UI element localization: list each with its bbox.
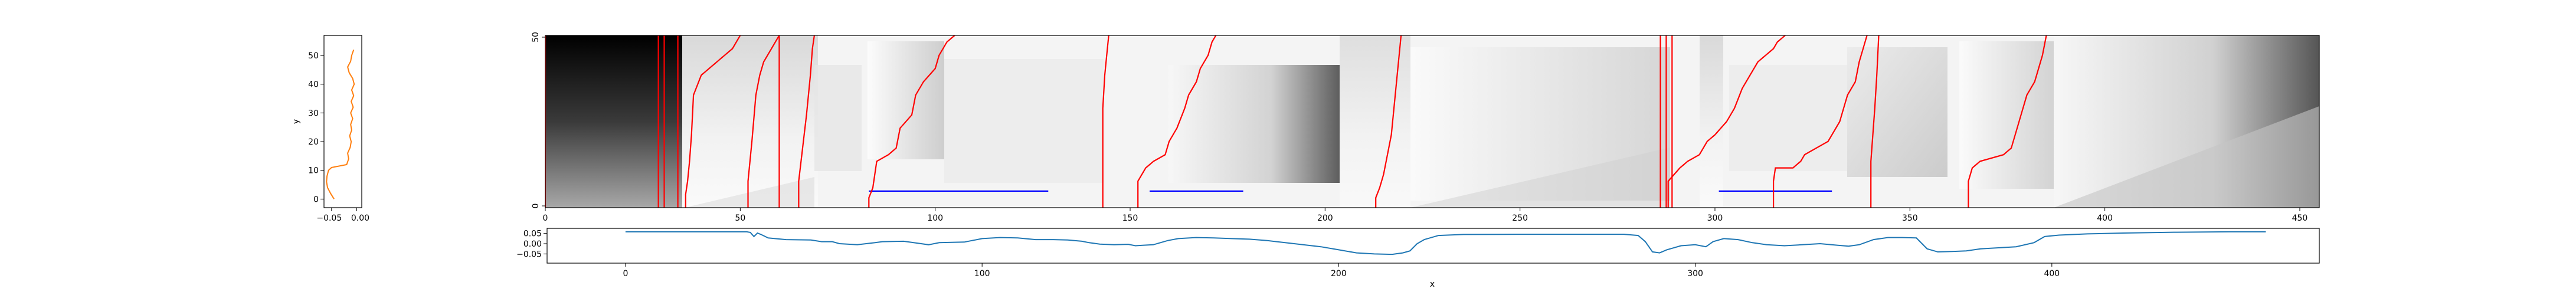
left-profile-line-group [326, 49, 355, 199]
boundary-red-line [1968, 35, 2047, 208]
boundary-red-line [798, 35, 815, 208]
main-image-frame [545, 35, 2320, 208]
bottom-y-tick-label: −0.05 [516, 250, 542, 259]
main-image-x-ticks: 0 50 100 150 200 250 300 350 400 450 [543, 208, 2308, 223]
left-profile-panel: −0.05 0.00 0 10 20 30 40 50 y [292, 35, 369, 223]
bottom-profile-line [625, 231, 2266, 255]
left-y-tick-label: 40 [308, 80, 319, 90]
left-profile-y-label: y [292, 119, 301, 124]
left-y-tick-label: 50 [308, 51, 319, 61]
left-x-tick-label: −0.05 [316, 214, 342, 223]
left-y-tick-label: 30 [308, 109, 319, 118]
bottom-y-tick-label: 0.00 [523, 240, 542, 249]
bottom-x-tick-label: 400 [2044, 269, 2060, 278]
boundary-red-line [1667, 35, 1786, 208]
left-profile-line [326, 49, 355, 199]
main-y-tick-label: 50 [531, 32, 541, 42]
boundary-red-line [1773, 35, 1868, 208]
red-lines-group [545, 35, 2047, 208]
bottom-x-tick-label: 0 [623, 269, 628, 278]
bottom-profile-line-group [625, 231, 2266, 255]
boundary-red-line [1375, 35, 1402, 208]
left-profile-frame [323, 35, 362, 208]
boundary-red-line [747, 35, 780, 208]
main-x-tick-label: 150 [1122, 214, 1138, 223]
bottom-x-tick-label: 300 [1687, 269, 1703, 278]
bottom-x-tick-label: 100 [974, 269, 990, 278]
left-y-tick-label: 0 [313, 195, 319, 204]
main-x-tick-label: 0 [543, 214, 548, 223]
main-x-tick-label: 350 [1902, 214, 1918, 223]
bottom-profile-x-label: x [1430, 280, 1435, 289]
main-image-panel: 0 50 100 150 200 250 300 350 400 450 0 50 [531, 32, 2320, 223]
bottom-profile-panel: 0 100 200 300 400 0.050.00−0.05 x [516, 228, 2320, 289]
main-y-tick-label: 0 [531, 204, 541, 209]
main-x-tick-label: 250 [1512, 214, 1528, 223]
bottom-profile-y-ticks: 0.050.00−0.05 [516, 230, 547, 259]
left-x-tick-label: 0.00 [351, 214, 369, 223]
main-x-tick-label: 100 [927, 214, 943, 223]
boundary-red-line [685, 35, 741, 208]
boundary-red-line [1102, 35, 1109, 208]
main-x-tick-label: 50 [735, 214, 745, 223]
main-x-tick-label: 450 [2292, 214, 2308, 223]
left-profile-x-ticks: −0.05 0.00 [316, 208, 369, 223]
bottom-profile-frame [546, 228, 2320, 264]
main-x-tick-label: 200 [1317, 214, 1333, 223]
left-y-tick-label: 20 [308, 137, 319, 147]
boundary-red-line [1137, 35, 1217, 208]
boundary-red-line [1870, 35, 1880, 208]
main-x-tick-label: 300 [1707, 214, 1723, 223]
main-image-y-ticks: 0 50 [531, 32, 545, 208]
main-x-tick-label: 400 [2097, 214, 2113, 223]
bottom-x-tick-label: 200 [1331, 269, 1347, 278]
bottom-profile-x-ticks: 0 100 200 300 400 [623, 263, 2060, 278]
left-profile-y-ticks: 0 10 20 30 40 50 [308, 51, 324, 204]
boundary-red-line [868, 35, 955, 208]
heatmap-image [545, 35, 2319, 208]
bottom-y-tick-label: 0.05 [523, 230, 542, 239]
left-y-tick-label: 10 [308, 166, 319, 176]
